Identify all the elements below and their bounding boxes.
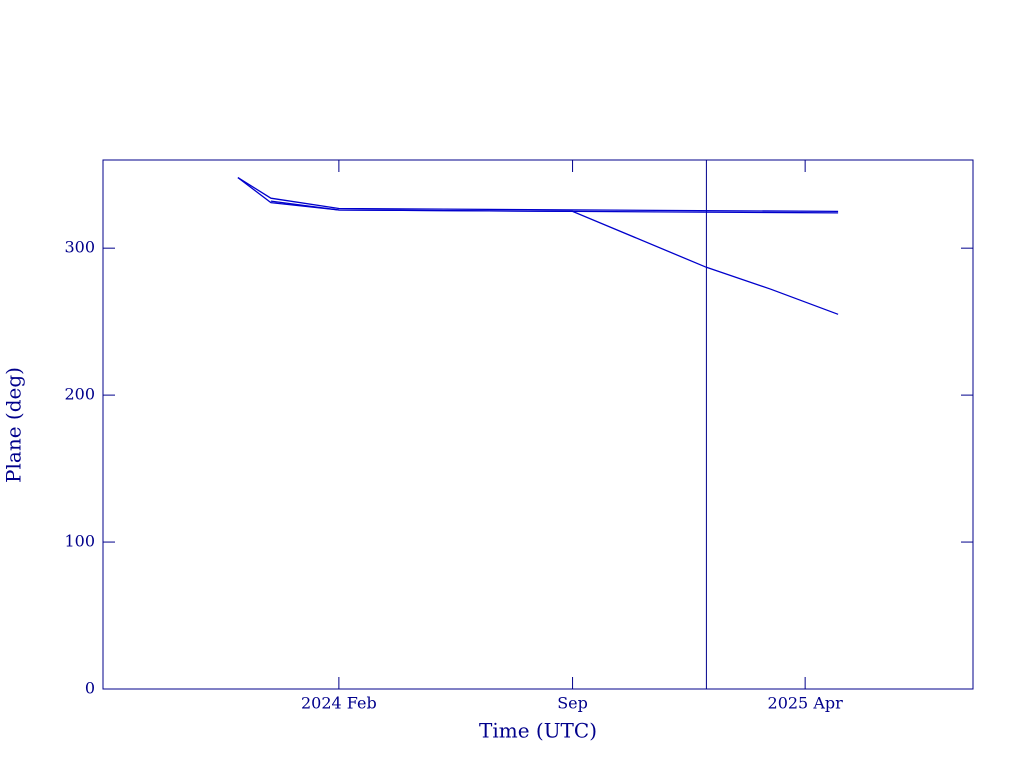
- y-tick-label: 100: [64, 532, 95, 551]
- x-tick-label: Sep: [557, 694, 588, 713]
- y-tick-label: 0: [85, 679, 95, 698]
- data-line: [237, 177, 839, 213]
- y-tick-label: 300: [64, 238, 95, 257]
- data-line: [270, 200, 839, 214]
- plot-frame: [102, 159, 974, 690]
- y-tick-label: 200: [64, 385, 95, 404]
- y-axis-label: Plane (deg): [2, 367, 26, 483]
- x-axis-label: Time (UTC): [479, 719, 597, 743]
- x-tick-label: 2025 Apr: [768, 694, 844, 713]
- x-tick-label: 2024 Feb: [301, 694, 377, 713]
- data-line: [237, 177, 839, 315]
